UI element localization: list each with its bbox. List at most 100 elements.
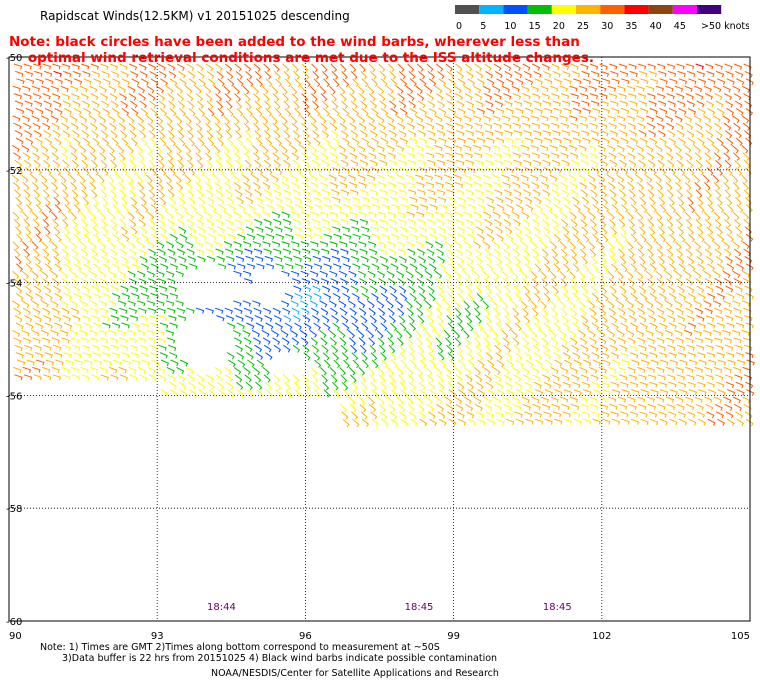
- wind-barb: [321, 130, 329, 139]
- wind-barb: [628, 315, 637, 323]
- wind-barb: [732, 270, 741, 278]
- wind-barb: [515, 263, 523, 272]
- wind-barb: [601, 107, 611, 114]
- wind-barb: [636, 211, 644, 221]
- wind-barb: [235, 100, 243, 110]
- wind-barb: [44, 292, 53, 301]
- wind-barb: [553, 137, 562, 144]
- wind-barb: [619, 256, 627, 265]
- wind-barb: [88, 145, 96, 154]
- wind-barb: [610, 352, 619, 359]
- wind-barb: [722, 145, 730, 154]
- wind-barb: [303, 322, 312, 331]
- wind-barb: [620, 196, 628, 206]
- wind-barb: [463, 115, 472, 122]
- wind-barb: [53, 70, 62, 77]
- wind-barb: [121, 233, 130, 242]
- wind-barb: [695, 159, 703, 169]
- wind-barb: [629, 196, 637, 206]
- wind-barb: [329, 337, 338, 346]
- wind-barb: [252, 85, 260, 95]
- wind-barb: [351, 167, 360, 174]
- wind-barb: [227, 359, 236, 368]
- wind-barb: [205, 63, 214, 72]
- wind-barb: [80, 152, 88, 161]
- latitude-label: -56: [6, 391, 22, 402]
- note-line-1: Note: black circles have been added to t…: [9, 34, 580, 50]
- wind-barb: [405, 270, 414, 279]
- wind-barb: [303, 196, 312, 204]
- wind-barb: [128, 337, 137, 344]
- wind-barb: [466, 167, 476, 174]
- wind-barb: [455, 344, 463, 354]
- wind-barb: [570, 63, 579, 70]
- wind-barb: [150, 352, 159, 359]
- wind-barb: [275, 233, 285, 240]
- wind-barb: [103, 359, 112, 366]
- wind-barb: [638, 189, 646, 198]
- wind-barb: [716, 196, 723, 206]
- wind-barb: [168, 285, 177, 292]
- wind-barb: [320, 307, 329, 316]
- wind-barb: [99, 278, 108, 286]
- wind-barb: [14, 159, 22, 168]
- wind-barb: [358, 337, 366, 346]
- wind-barb: [562, 70, 571, 78]
- wind-barb: [457, 196, 466, 203]
- wind-barb: [707, 292, 716, 300]
- wind-barb: [424, 174, 434, 181]
- wind-barb: [207, 381, 215, 390]
- wind-barb: [330, 374, 338, 383]
- wind-barb: [93, 233, 101, 243]
- wind-barb: [398, 159, 407, 166]
- wind-barb: [328, 300, 337, 308]
- wind-barb: [465, 189, 474, 196]
- wind-barb: [186, 63, 195, 72]
- wind-barb: [93, 78, 102, 85]
- wind-barb: [290, 300, 299, 308]
- wind-barb: [388, 189, 398, 196]
- wind-barb: [610, 100, 619, 107]
- wind-barb: [742, 152, 750, 161]
- wind-barb: [130, 196, 138, 206]
- wind-barb: [348, 367, 356, 376]
- wind-barb: [611, 233, 619, 243]
- wind-barb: [121, 167, 128, 176]
- wind-barb: [90, 189, 98, 198]
- wind-barb: [310, 181, 319, 189]
- wind-barb: [168, 315, 177, 322]
- wind-barb: [569, 241, 577, 250]
- wind-barb: [674, 300, 683, 308]
- wind-barb: [292, 248, 301, 255]
- wind-barb: [256, 233, 265, 240]
- wind-barb: [445, 278, 453, 287]
- wind-barb: [486, 78, 495, 86]
- wind-barb: [592, 78, 601, 85]
- wind-barb: [293, 255, 302, 262]
- wind-barb: [390, 107, 398, 116]
- wind-barb: [569, 270, 576, 280]
- wind-barb: [352, 359, 360, 369]
- wind-barb: [698, 204, 705, 213]
- wind-barb: [734, 189, 741, 198]
- wind-barb: [225, 130, 233, 139]
- wind-barb: [409, 196, 418, 203]
- wind-barb: [120, 70, 129, 78]
- wind-barb: [405, 330, 413, 339]
- wind-barb: [503, 403, 512, 411]
- wind-barb: [608, 396, 617, 403]
- wind-barb: [233, 241, 242, 248]
- wind-barb: [264, 226, 274, 233]
- wind-barb: [658, 100, 667, 107]
- wind-barb: [127, 329, 136, 336]
- wind-barb: [139, 159, 146, 169]
- wind-barb: [725, 196, 733, 206]
- wind-barb: [45, 78, 54, 85]
- wind-barb: [92, 137, 100, 146]
- wind-barb: [12, 300, 20, 308]
- wind-barb: [511, 85, 520, 93]
- wind-barb: [602, 359, 611, 367]
- wind-barb: [165, 115, 173, 124]
- wind-barb: [120, 315, 129, 322]
- wind-barb: [407, 63, 415, 73]
